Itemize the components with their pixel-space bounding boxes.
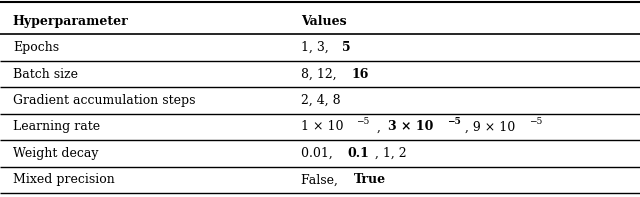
Text: −5: −5 [356,117,369,126]
Text: , 1, 2: , 1, 2 [375,147,407,160]
Text: False,: False, [301,173,342,186]
Text: 0.1: 0.1 [347,147,369,160]
Text: 0.01,: 0.01, [301,147,337,160]
Text: 8, 12,: 8, 12, [301,68,340,81]
Text: −5: −5 [447,117,461,126]
Text: Learning rate: Learning rate [13,120,100,133]
Text: Weight decay: Weight decay [13,147,99,160]
Text: 3 × 10: 3 × 10 [388,120,433,133]
Text: Epochs: Epochs [13,41,59,54]
Text: Batch size: Batch size [13,68,78,81]
Text: 2, 4, 8: 2, 4, 8 [301,94,340,107]
Text: ,: , [373,120,385,133]
Text: −5: −5 [529,117,543,126]
Text: True: True [353,173,386,186]
Text: Gradient accumulation steps: Gradient accumulation steps [13,94,195,107]
Text: 1 × 10: 1 × 10 [301,120,343,133]
Text: , 9 × 10: , 9 × 10 [465,120,515,133]
Text: Values: Values [301,15,346,28]
Text: 5: 5 [342,41,350,54]
Text: 1, 3,: 1, 3, [301,41,333,54]
Text: Hyperparameter: Hyperparameter [13,15,129,28]
Text: Mixed precision: Mixed precision [13,173,115,186]
Text: 16: 16 [352,68,369,81]
